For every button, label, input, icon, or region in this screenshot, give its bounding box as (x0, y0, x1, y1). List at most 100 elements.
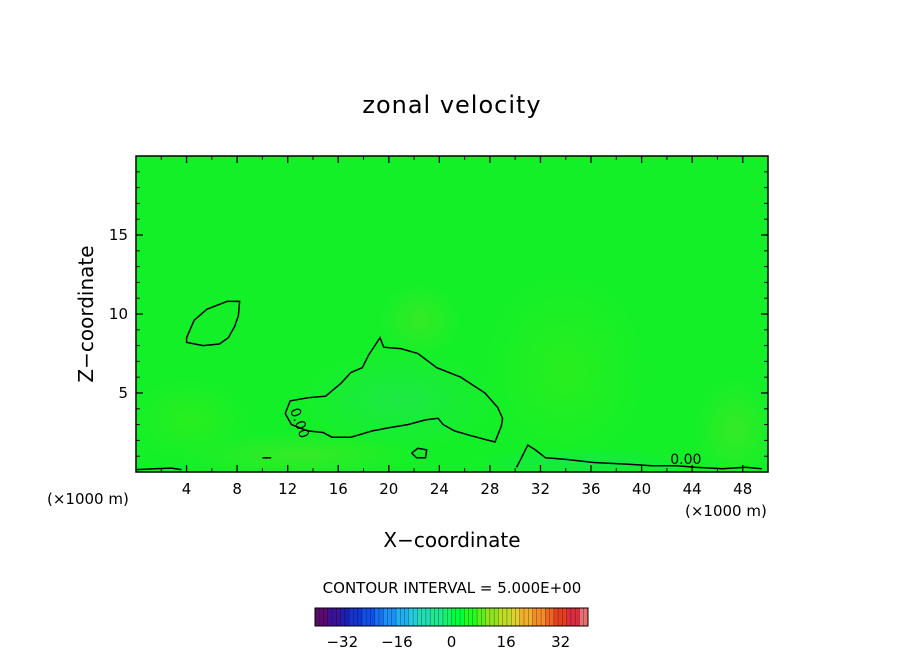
colorbar-tick-label: −32 (326, 633, 358, 651)
colorbar-swatch (344, 608, 350, 626)
colorbar-swatch (524, 608, 529, 626)
colorbar-swatch (506, 608, 512, 626)
colorbar-swatch (396, 608, 401, 626)
plot-area: 0.000.00 (136, 156, 768, 472)
colorbar-swatch (575, 608, 580, 626)
contour-interval-label: CONTOUR INTERVAL = 5.000E+00 (323, 579, 582, 597)
x-tick-label: 20 (379, 480, 398, 498)
colorbar-swatch (498, 608, 503, 626)
colorbar-swatch (489, 608, 495, 626)
zero-contour-bottom-left (136, 467, 182, 471)
colorbar-swatch (579, 608, 585, 626)
x-tick-label: 44 (683, 480, 702, 498)
x-tick-label: 28 (480, 480, 499, 498)
field-shade (695, 380, 768, 472)
colorbar-swatch (425, 608, 431, 626)
colorbar-swatch (404, 608, 410, 626)
colorbar-tick-label: 32 (551, 633, 570, 651)
colorbar-swatch (477, 608, 482, 626)
colorbar-swatch (519, 608, 525, 626)
colorbar-swatch (434, 608, 440, 626)
x-axis-label: X−coordinate (383, 528, 520, 552)
colorbar-swatch (528, 608, 533, 626)
colorbar-swatch (558, 608, 563, 626)
x-tick-label: 48 (733, 480, 752, 498)
field-shade (485, 275, 645, 465)
colorbar-swatch (421, 608, 427, 626)
colorbar-swatch (562, 608, 567, 626)
colorbar-swatch (570, 608, 576, 626)
colorbar: −32 −16 0 16 32 (314, 607, 589, 651)
colorbar-swatch (370, 608, 376, 626)
colorbar-swatch (349, 608, 354, 626)
colorbar-swatch (438, 608, 444, 626)
colorbar-swatch (319, 608, 324, 626)
colorbar-swatch (553, 608, 559, 626)
y-axis: 5 10 15 (109, 171, 768, 457)
field-shade (305, 350, 495, 450)
colorbar-swatch (549, 608, 555, 626)
colorbar-swatch (464, 608, 469, 626)
colorbar-swatch (408, 608, 414, 626)
colorbar-swatch (361, 608, 367, 626)
y-tick-label: 10 (109, 305, 128, 323)
colorbar-swatch (413, 608, 418, 626)
x-unit-right: (×1000 m) (685, 502, 767, 520)
x-tick-label: 8 (232, 480, 242, 498)
colorbar-tick-label: −16 (381, 633, 413, 651)
colorbar-tick-label: 0 (447, 633, 457, 651)
colorbar-swatch (511, 608, 516, 626)
x-tick-label: 32 (531, 480, 550, 498)
colorbar-swatch (387, 608, 393, 626)
colorbar-swatch (417, 608, 422, 626)
chart-title: zonal velocity (362, 91, 541, 119)
colorbar-swatch (315, 608, 320, 626)
x-tick-label: 12 (278, 480, 297, 498)
colorbar-swatch (323, 608, 329, 626)
colorbar-swatch (378, 608, 384, 626)
colorbar-swatch (472, 608, 478, 626)
colorbar-swatch (468, 608, 474, 626)
field-shade (380, 285, 460, 355)
colorbar-swatch (447, 608, 452, 626)
x-tick-label: 40 (632, 480, 651, 498)
field-shade (136, 380, 250, 460)
colorbar-swatch (340, 608, 346, 626)
colorbar-swatch (481, 608, 486, 626)
colorbar-swatch (494, 608, 499, 626)
colorbar-swatch (566, 608, 572, 626)
y-tick-label: 15 (109, 226, 128, 244)
zero-contour-upper-loop (185, 300, 241, 347)
colorbar-swatch (336, 608, 341, 626)
colorbar-swatch (532, 608, 538, 626)
field-shade (180, 433, 420, 472)
colorbar-swatch (383, 608, 388, 626)
colorbar-swatch (485, 608, 491, 626)
colorbar-swatch (332, 608, 337, 626)
colorbar-swatch (430, 608, 435, 626)
colorbar-tick-label: 16 (497, 633, 516, 651)
field-shade (470, 448, 690, 472)
x-axis: 4 8 12 16 20 24 28 32 36 40 44 48 (160, 156, 752, 498)
colorbar-swatch (541, 608, 546, 626)
colorbar-swatch (451, 608, 457, 626)
zero-contour-central-region (284, 336, 504, 443)
x-tick-label: 36 (581, 480, 600, 498)
colorbar-swatch (400, 608, 405, 626)
colorbar-swatch (455, 608, 461, 626)
colorbar-swatch (536, 608, 542, 626)
x-tick-label: 16 (329, 480, 348, 498)
colorbar-swatch (374, 608, 380, 626)
colorbar-swatch (460, 608, 465, 626)
zero-contour-small-loop (411, 447, 428, 459)
colorbar-swatch (391, 608, 397, 626)
colorbar-swatch (353, 608, 358, 626)
colorbar-swatch (366, 608, 371, 626)
colorbar-swatch (502, 608, 508, 626)
colorbar-swatch (515, 608, 521, 626)
colorbar-swatch (327, 608, 333, 626)
y-axis-label: Z−coordinate (74, 245, 98, 382)
colorbar-swatch (583, 608, 589, 626)
contour-label: 0.00 (670, 452, 701, 468)
